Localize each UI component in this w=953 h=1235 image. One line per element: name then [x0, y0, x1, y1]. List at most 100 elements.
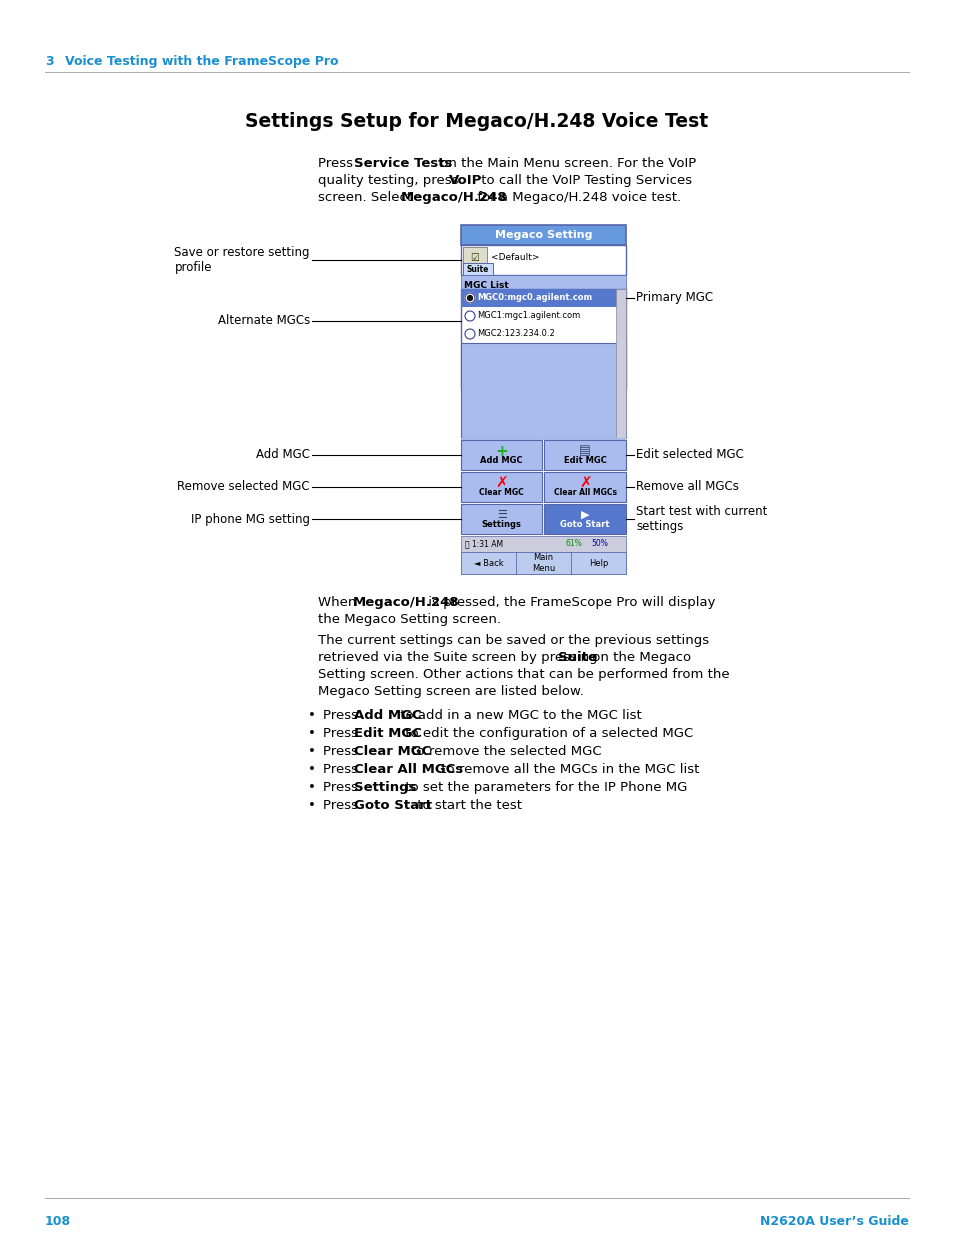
Text: Suite: Suite	[466, 264, 489, 273]
Text: to remove the selected MGC: to remove the selected MGC	[407, 745, 601, 758]
Text: to add in a new MGC to the MGC list: to add in a new MGC to the MGC list	[395, 709, 640, 722]
Text: Press: Press	[323, 799, 362, 811]
Text: 61%: 61%	[565, 540, 582, 548]
Text: ✗: ✗	[578, 475, 591, 490]
Text: is pressed, the FrameScope Pro will display: is pressed, the FrameScope Pro will disp…	[423, 597, 715, 609]
Text: 🕐 1:31 AM: 🕐 1:31 AM	[464, 540, 502, 548]
Bar	[544, 504, 625, 534]
Text: +: +	[495, 443, 508, 458]
Bar	[460, 245, 625, 275]
Text: The current settings can be saved or the previous settings: The current settings can be saved or the…	[317, 634, 708, 647]
Text: •: •	[308, 781, 315, 794]
Text: Start test with current
settings: Start test with current settings	[636, 505, 766, 534]
Text: MGC1:mgc1.agilent.com: MGC1:mgc1.agilent.com	[476, 311, 579, 321]
Bar	[460, 225, 625, 245]
Text: •: •	[308, 763, 315, 776]
Text: Clear MGC: Clear MGC	[478, 488, 523, 496]
Text: Remove all MGCs: Remove all MGCs	[636, 480, 739, 494]
Text: ◄ Back: ◄ Back	[474, 558, 503, 568]
Text: Remove selected MGC: Remove selected MGC	[177, 480, 310, 494]
Text: •: •	[308, 727, 315, 740]
Text: Megaco Setting: Megaco Setting	[495, 230, 592, 240]
Text: Settings Setup for Megaco/H.248 Voice Test: Settings Setup for Megaco/H.248 Voice Te…	[245, 112, 708, 131]
Text: Add MGC: Add MGC	[480, 456, 522, 466]
Text: 50%: 50%	[590, 540, 607, 548]
Circle shape	[464, 311, 475, 321]
Text: IP phone MG setting: IP phone MG setting	[191, 513, 310, 526]
Bar	[460, 343, 625, 438]
Bar	[460, 440, 542, 471]
Circle shape	[464, 293, 475, 303]
Text: Add MGC: Add MGC	[255, 448, 310, 462]
Text: Goto Start: Goto Start	[354, 799, 432, 811]
Text: to set the parameters for the IP Phone MG: to set the parameters for the IP Phone M…	[401, 781, 687, 794]
Circle shape	[467, 295, 472, 300]
Bar	[460, 552, 516, 574]
Text: Settings: Settings	[481, 520, 521, 529]
Text: Press: Press	[323, 763, 362, 776]
Text: Save or restore setting
profile: Save or restore setting profile	[174, 246, 310, 274]
Text: •: •	[308, 709, 315, 722]
Text: Edit MGC: Edit MGC	[563, 456, 606, 466]
Text: Help: Help	[588, 558, 608, 568]
Text: Add MGC: Add MGC	[354, 709, 421, 722]
Bar	[460, 289, 625, 389]
Text: Clear All MGCs: Clear All MGCs	[354, 763, 463, 776]
Text: Setting screen. Other actions that can be performed from the: Setting screen. Other actions that can b…	[317, 668, 729, 680]
Text: MGC0:mgc0.agilent.com: MGC0:mgc0.agilent.com	[476, 294, 592, 303]
Text: screen. Select: screen. Select	[317, 191, 416, 204]
Text: Settings: Settings	[354, 781, 416, 794]
Text: Megaco/H.248: Megaco/H.248	[353, 597, 459, 609]
Text: 108: 108	[45, 1215, 71, 1228]
Text: MGC2:123.234.0.2: MGC2:123.234.0.2	[476, 330, 554, 338]
Text: •: •	[308, 745, 315, 758]
Text: Goto Start: Goto Start	[560, 520, 609, 529]
Text: <Default>: <Default>	[491, 253, 539, 263]
Bar	[462, 263, 493, 275]
Text: Clear All MGCs: Clear All MGCs	[553, 488, 616, 496]
Bar	[462, 247, 486, 269]
Bar	[544, 472, 625, 501]
Text: •: •	[308, 799, 315, 811]
Text: Megaco Setting screen are listed below.: Megaco Setting screen are listed below.	[317, 685, 583, 698]
Bar	[571, 552, 625, 574]
Text: ▶: ▶	[580, 510, 589, 520]
Bar	[460, 472, 542, 501]
Text: Press: Press	[323, 781, 362, 794]
Text: Press: Press	[323, 745, 362, 758]
Bar	[616, 289, 625, 438]
Text: to remove all the MGCs in the MGC list: to remove all the MGCs in the MGC list	[436, 763, 699, 776]
Text: to edit the configuration of a selected MGC: to edit the configuration of a selected …	[401, 727, 693, 740]
Text: N2620A User’s Guide: N2620A User’s Guide	[760, 1215, 908, 1228]
Text: Clear MGC: Clear MGC	[354, 745, 431, 758]
Text: for a Megaco/H.248 voice test.: for a Megaco/H.248 voice test.	[473, 191, 680, 204]
Text: ✗: ✗	[495, 475, 508, 490]
Text: ▤: ▤	[578, 445, 591, 457]
Text: 3: 3	[45, 56, 53, 68]
Text: quality testing, press: quality testing, press	[317, 174, 462, 186]
Text: on the Megaco: on the Megaco	[587, 651, 690, 664]
Text: to call the VoIP Testing Services: to call the VoIP Testing Services	[476, 174, 691, 186]
Text: Press: Press	[323, 727, 362, 740]
Text: retrieved via the Suite screen by pressing: retrieved via the Suite screen by pressi…	[317, 651, 601, 664]
Text: When: When	[317, 597, 360, 609]
Circle shape	[464, 329, 475, 338]
Text: Edit MGC: Edit MGC	[354, 727, 422, 740]
Text: Megaco/H.248: Megaco/H.248	[400, 191, 507, 204]
Text: ☑: ☑	[470, 253, 478, 263]
Text: Edit selected MGC: Edit selected MGC	[636, 448, 743, 462]
Text: Main
Menu: Main Menu	[532, 553, 555, 573]
Bar	[460, 275, 625, 289]
Text: VoIP: VoIP	[449, 174, 482, 186]
Text: Press: Press	[317, 157, 356, 170]
Text: the Megaco Setting screen.: the Megaco Setting screen.	[317, 613, 500, 626]
Bar	[460, 536, 625, 552]
Bar	[516, 552, 571, 574]
Text: Alternate MGCs: Alternate MGCs	[217, 315, 310, 327]
Text: Service Tests: Service Tests	[354, 157, 452, 170]
Bar	[460, 438, 625, 440]
Text: ☰: ☰	[497, 510, 506, 520]
Bar	[544, 440, 625, 471]
Bar	[460, 289, 625, 308]
Text: Suite: Suite	[558, 651, 597, 664]
